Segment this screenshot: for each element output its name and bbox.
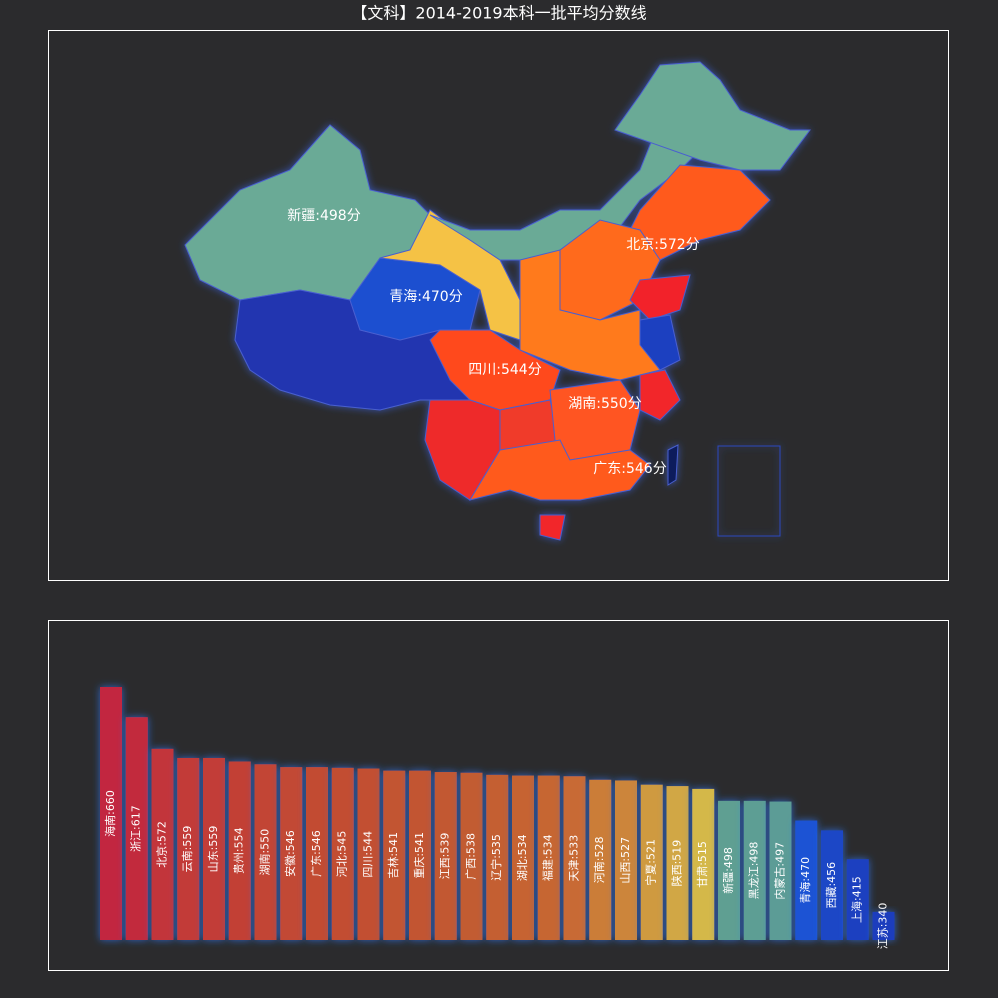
bar [743, 800, 766, 940]
map-label: 四川:544分 [468, 362, 541, 378]
bar-label: 江苏:340 [877, 903, 890, 950]
bar-label: 贵州:554 [233, 827, 246, 874]
map [184, 61, 811, 541]
map-label: 北京:572分 [626, 237, 699, 253]
region [619, 164, 771, 261]
bar [846, 859, 869, 940]
bar-label: 内蒙古:497 [773, 842, 787, 900]
bar [537, 775, 560, 940]
bar [666, 786, 689, 940]
region [539, 514, 566, 541]
bar [589, 779, 612, 940]
bar-panel [48, 620, 949, 971]
bar-label: 湖北:534 [516, 834, 529, 881]
bar-label: 河北:545 [336, 831, 349, 878]
bar-label: 海南:660 [103, 790, 117, 837]
bar [640, 784, 663, 940]
bar-label: 湖南:550 [259, 829, 272, 876]
region [614, 61, 811, 171]
bar [692, 788, 715, 940]
bar [100, 687, 122, 940]
bar [331, 767, 354, 940]
region [639, 369, 681, 421]
bar [306, 767, 328, 940]
bar [151, 748, 174, 940]
bar [563, 776, 586, 940]
bar-label: 福建:534 [541, 834, 555, 881]
region [468, 439, 651, 501]
region [667, 444, 679, 486]
bar-label: 江西:539 [439, 833, 452, 880]
bar-label: 广东:546 [310, 830, 323, 877]
map-label: 湖南:550分 [568, 396, 641, 412]
bar [512, 775, 534, 940]
bar-label: 山东:559 [207, 826, 220, 873]
bar [434, 772, 457, 940]
bar [718, 800, 740, 940]
south-sea-box [717, 445, 781, 537]
bar [795, 820, 818, 940]
bar [177, 757, 200, 940]
bar-label: 重庆:541 [412, 832, 426, 879]
bar [280, 767, 303, 940]
bar-label: 甘肃:515 [696, 841, 709, 888]
bar [769, 801, 792, 940]
bar [409, 770, 431, 940]
bar-chart: 海南:660 浙江:617 北京:572 云南:559 山东:559 贵州:554 湖南:5… [100, 687, 895, 949]
bar [357, 768, 380, 940]
bar-label: 北京:572 [155, 821, 169, 868]
region [519, 249, 661, 381]
bar-label: 广西:538 [465, 833, 478, 880]
bar-label: 西藏:456 [825, 862, 838, 909]
region [629, 274, 691, 321]
title: 【文科】2014-2019本科一批平均分数线 [351, 4, 646, 23]
bar [125, 717, 148, 940]
bar-label: 山西:527 [619, 837, 632, 884]
map-label: 青海:470分 [389, 289, 462, 305]
map-panel [48, 30, 949, 581]
map-label: 新疆:498分 [287, 208, 360, 224]
bar-label: 宁夏:521 [644, 839, 658, 886]
map-label: 广东:546分 [593, 461, 666, 477]
bar-label: 新疆:498 [721, 847, 735, 894]
bar [615, 780, 637, 940]
bar [460, 772, 483, 940]
bar-label: 陕西:519 [670, 840, 684, 887]
bar [383, 770, 406, 940]
bar-label: 天津:533 [568, 835, 581, 882]
bar [821, 830, 843, 940]
bar [254, 764, 277, 940]
bar [486, 774, 509, 940]
bar [872, 911, 895, 940]
bar-label: 安徽:546 [283, 830, 297, 877]
bar-label: 四川:544 [362, 831, 375, 878]
bar-label: 浙江:617 [130, 805, 143, 852]
bar-label: 青海:470 [798, 857, 812, 904]
bar-label: 云南:559 [181, 826, 194, 873]
bar-label: 上海:415 [850, 876, 864, 923]
bar [203, 757, 225, 940]
bar-label: 辽宁:535 [489, 834, 503, 881]
bar-label: 黑龙江:498 [748, 842, 761, 900]
bar-label: 河南:528 [593, 837, 606, 884]
bar-label: 吉林:541 [386, 832, 400, 879]
bar [228, 761, 251, 940]
